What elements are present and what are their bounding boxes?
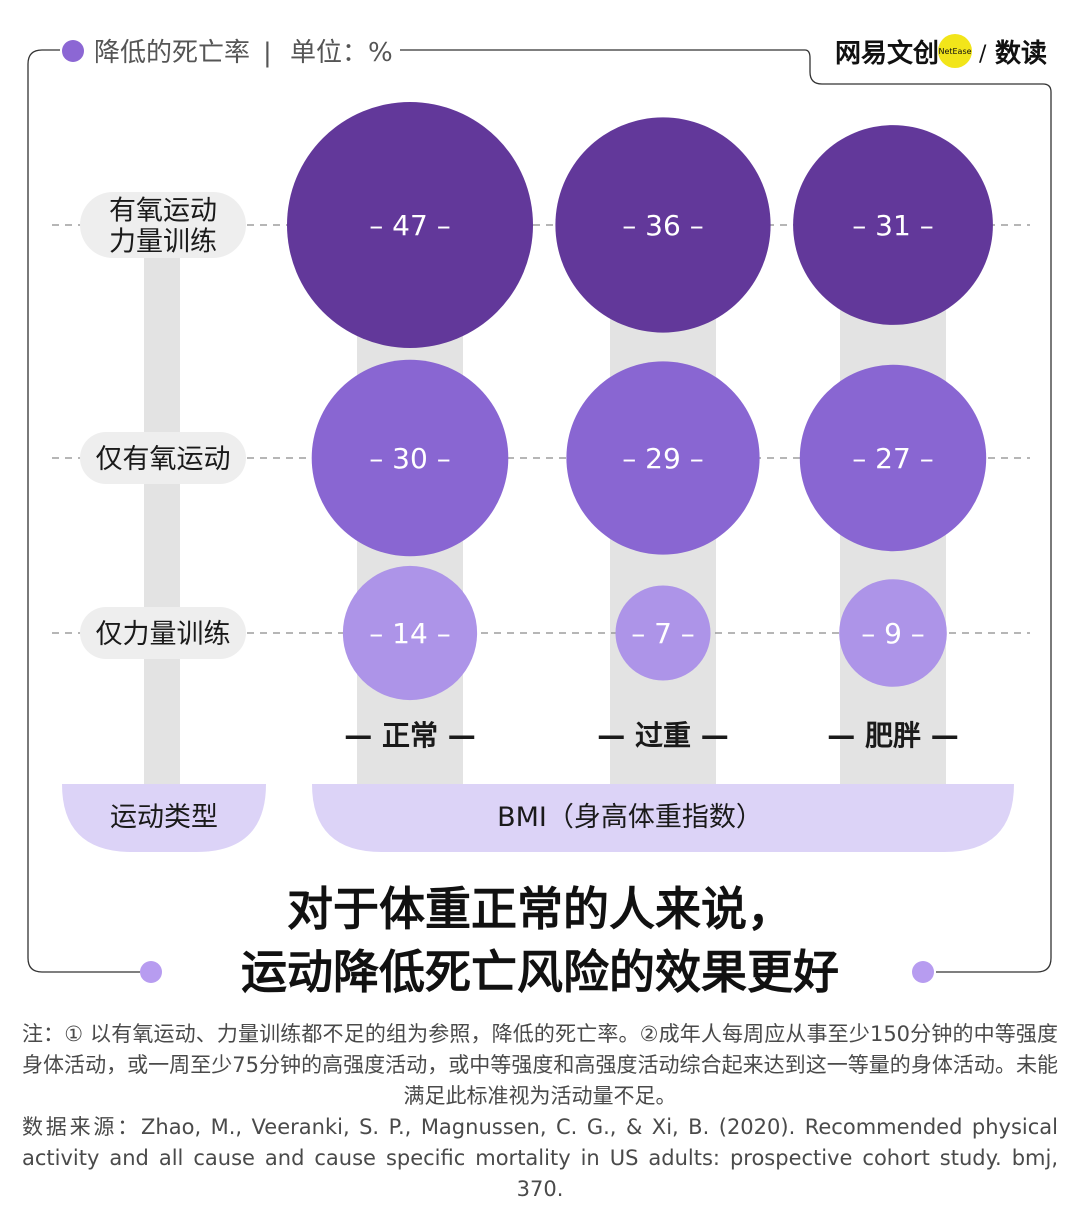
- brand-sub: 数读: [995, 39, 1047, 69]
- column-label: — 肥胖 —: [827, 719, 959, 752]
- bubble: [311, 359, 509, 557]
- data-source: 数据来源：Zhao, M., Veeranki, S. P., Magnusse…: [22, 1115, 1058, 1201]
- bubble: [287, 102, 533, 348]
- bubble-value-label: – 7 –: [631, 617, 695, 650]
- brand-slash: /: [979, 42, 987, 67]
- x-axis-title-band: [312, 784, 1014, 852]
- bubble: [342, 565, 478, 701]
- title-line-1: 对于体重正常的人来说，: [287, 882, 793, 936]
- brand-name: 网易文创: [835, 38, 939, 69]
- bubble-value-label: – 30 –: [369, 442, 450, 475]
- column-label: — 过重 —: [597, 719, 729, 752]
- row-label: 仅有氧运动: [96, 444, 231, 475]
- legend-label: 降低的死亡率: [94, 38, 250, 68]
- bubble: [799, 364, 987, 552]
- brand-logo: 网易文创 NetEase / 数读: [835, 34, 1047, 69]
- bubble-value-label: – 29 –: [622, 442, 703, 475]
- bubble-value-label: – 47 –: [369, 209, 450, 242]
- legend-separator: |: [263, 38, 272, 68]
- footnote: 注：① 以有氧运动、力量训练都不足的组为参照，降低的死亡率。②成年人每周应从事至…: [22, 1022, 1058, 1108]
- legend-dot: [62, 40, 84, 62]
- bubble: [566, 361, 760, 555]
- title-line-2: 运动降低死亡风险的效果更好: [241, 945, 839, 999]
- frame-dot-left: [140, 961, 162, 983]
- y-axis-track: [144, 220, 180, 800]
- row-label-pill: [80, 432, 246, 484]
- y-axis-title: 运动类型: [110, 802, 218, 833]
- brand-badge: [938, 34, 972, 68]
- bubble: [615, 585, 711, 681]
- row-label-pill: [80, 607, 246, 659]
- y-axis-title-band: [62, 784, 266, 852]
- column-label: — 正常 —: [344, 719, 476, 752]
- chart-frame: [27, 49, 1052, 973]
- row-label: 有氧运动: [109, 196, 217, 227]
- row-label: 仅力量训练: [96, 619, 231, 650]
- frame-dot-right: [912, 961, 934, 983]
- bubble-value-label: – 36 –: [622, 209, 703, 242]
- row-label: 力量训练: [109, 227, 217, 258]
- brand-badge-text: NetEase: [938, 47, 971, 56]
- legend-unit: 单位：%: [290, 38, 393, 68]
- bubble-value-label: – 31 –: [852, 209, 933, 242]
- bubble: [555, 117, 771, 333]
- row-label-pill: [80, 192, 246, 258]
- x-axis-title: BMI（身高体重指数）: [497, 802, 763, 833]
- bubble-value-label: – 27 –: [852, 442, 933, 475]
- bubble-value-label: – 9 –: [861, 617, 925, 650]
- bubble-value-label: – 14 –: [369, 617, 450, 650]
- bubble: [793, 125, 993, 325]
- bubble: [839, 579, 947, 687]
